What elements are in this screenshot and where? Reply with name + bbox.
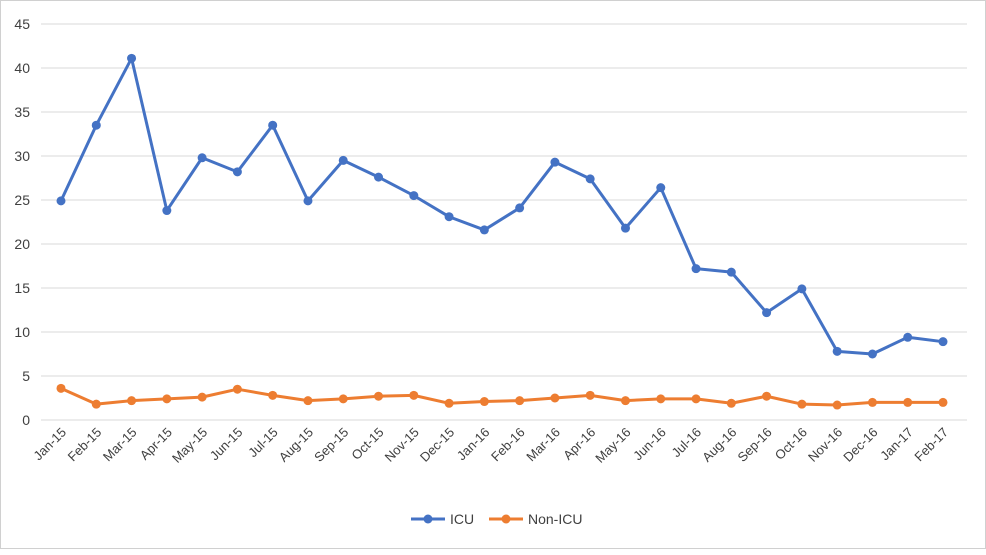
data-point bbox=[409, 191, 419, 201]
legend-marker bbox=[423, 514, 433, 524]
legend-label: Non-ICU bbox=[528, 511, 582, 527]
data-point bbox=[726, 398, 736, 408]
x-tick-label: Apr-16 bbox=[560, 425, 598, 463]
data-point bbox=[797, 399, 807, 409]
data-point bbox=[656, 183, 666, 193]
data-point bbox=[620, 223, 630, 233]
data-point bbox=[268, 120, 278, 130]
data-point bbox=[479, 225, 489, 235]
data-point bbox=[656, 394, 666, 404]
data-point bbox=[91, 399, 101, 409]
data-point bbox=[338, 394, 348, 404]
legend-marker bbox=[501, 514, 511, 524]
legend-label: ICU bbox=[450, 511, 474, 527]
data-point bbox=[832, 346, 842, 356]
data-point bbox=[162, 394, 172, 404]
x-tick-label: Aug-16 bbox=[699, 425, 739, 465]
data-point bbox=[162, 206, 172, 216]
data-point bbox=[903, 332, 913, 342]
data-point bbox=[197, 153, 207, 163]
x-tick-label: Nov-15 bbox=[382, 425, 422, 465]
y-tick-label: 10 bbox=[14, 324, 30, 340]
data-point bbox=[797, 284, 807, 294]
data-point bbox=[585, 174, 595, 184]
data-point bbox=[338, 155, 348, 165]
y-tick-label: 30 bbox=[14, 148, 30, 164]
data-point bbox=[726, 267, 736, 277]
series-line-icu bbox=[59, 56, 944, 356]
data-point bbox=[374, 391, 384, 401]
x-tick-label: May-16 bbox=[592, 425, 633, 466]
x-tick-label: Nov-16 bbox=[805, 425, 845, 465]
x-tick-label: Feb-17 bbox=[911, 425, 951, 465]
y-tick-label: 45 bbox=[14, 16, 30, 32]
data-point bbox=[691, 264, 701, 274]
data-point bbox=[515, 203, 525, 213]
data-point bbox=[515, 396, 525, 406]
data-point bbox=[409, 390, 419, 400]
data-point bbox=[127, 396, 137, 406]
data-point bbox=[832, 400, 842, 410]
x-tick-label: Feb-15 bbox=[65, 425, 105, 465]
data-point bbox=[903, 397, 913, 407]
data-point bbox=[691, 394, 701, 404]
data-point bbox=[268, 390, 278, 400]
data-point bbox=[550, 157, 560, 167]
x-tick-label: Dec-16 bbox=[840, 425, 880, 465]
x-tick-label: Oct-15 bbox=[348, 425, 386, 463]
series-line-non-icu bbox=[60, 386, 943, 407]
data-point bbox=[374, 172, 384, 182]
y-tick-label: 25 bbox=[14, 192, 30, 208]
x-tick-label: Mar-15 bbox=[100, 425, 140, 465]
y-tick-label: 0 bbox=[22, 412, 30, 428]
data-point bbox=[232, 167, 242, 177]
y-tick-label: 35 bbox=[14, 104, 30, 120]
data-point bbox=[762, 308, 772, 318]
data-point bbox=[303, 196, 313, 206]
data-point bbox=[479, 397, 489, 407]
data-point bbox=[938, 397, 948, 407]
data-point bbox=[56, 196, 66, 206]
x-tick-label: Jan-17 bbox=[877, 425, 916, 464]
x-tick-label: Apr-15 bbox=[137, 425, 175, 463]
x-tick-label: Sep-15 bbox=[311, 425, 351, 465]
data-point bbox=[56, 383, 66, 393]
data-point bbox=[91, 120, 101, 130]
y-tick-label: 5 bbox=[22, 368, 30, 384]
data-point bbox=[303, 396, 313, 406]
x-tick-label: Jan-16 bbox=[454, 425, 493, 464]
y-tick-label: 15 bbox=[14, 280, 30, 296]
data-point bbox=[197, 392, 207, 402]
data-point bbox=[232, 384, 242, 394]
data-point bbox=[867, 349, 877, 359]
data-point bbox=[620, 396, 630, 406]
x-tick-label: May-15 bbox=[169, 425, 210, 466]
data-point bbox=[585, 390, 595, 400]
x-tick-label: Feb-16 bbox=[488, 425, 528, 465]
y-tick-label: 40 bbox=[14, 60, 30, 76]
data-point bbox=[938, 337, 948, 347]
y-tick-label: 20 bbox=[14, 236, 30, 252]
x-tick-label: Sep-16 bbox=[734, 425, 774, 465]
x-tick-label: Jun-16 bbox=[630, 425, 669, 464]
x-tick-label: Dec-15 bbox=[417, 425, 457, 465]
data-point bbox=[444, 398, 454, 408]
data-point bbox=[867, 397, 877, 407]
x-tick-label: Mar-16 bbox=[523, 425, 563, 465]
data-point bbox=[762, 391, 772, 401]
data-point bbox=[550, 393, 560, 403]
x-tick-label: Oct-16 bbox=[772, 425, 810, 463]
data-point bbox=[127, 53, 137, 63]
x-tick-label: Aug-15 bbox=[276, 425, 316, 465]
x-tick-label: Jun-15 bbox=[207, 425, 246, 464]
x-tick-label: Jan-15 bbox=[30, 425, 69, 464]
data-point bbox=[444, 212, 454, 222]
